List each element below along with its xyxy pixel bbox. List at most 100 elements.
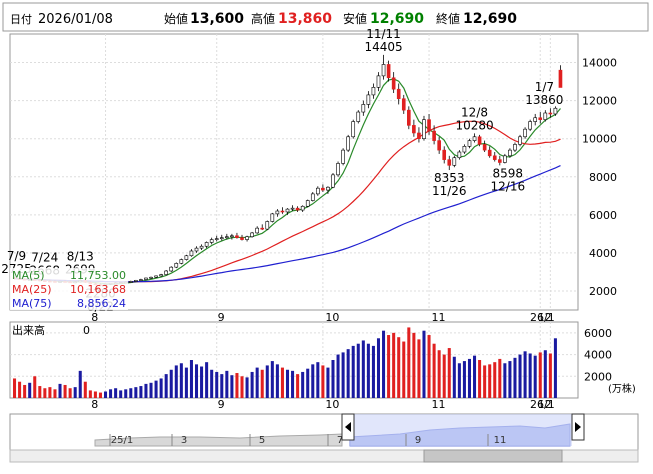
candle-body	[159, 274, 163, 277]
volume-bar	[503, 363, 507, 398]
candle-body	[164, 270, 168, 275]
volume-bar	[498, 358, 502, 398]
candle	[452, 155, 457, 168]
x-tick-label: 11	[431, 311, 445, 324]
volume-bar	[301, 371, 305, 398]
candle	[300, 205, 305, 212]
volume-bar	[93, 391, 97, 398]
candle-body	[219, 237, 224, 239]
candle	[245, 235, 249, 242]
price-tick-label: 14000	[582, 57, 617, 70]
candle	[144, 277, 148, 281]
candle	[482, 140, 487, 153]
ma75-value: 8,856.24	[77, 297, 126, 310]
volume-bar	[240, 376, 244, 398]
volume-bar	[457, 363, 461, 398]
volume-bar	[488, 364, 492, 398]
candle	[310, 191, 315, 202]
volume-bar	[109, 389, 113, 398]
candle	[396, 83, 401, 105]
navigator-tick-label: 5	[259, 435, 265, 446]
candle-body	[326, 186, 330, 191]
volume-bar	[245, 377, 249, 398]
navigator-window[interactable]	[350, 414, 572, 446]
candle	[533, 113, 538, 126]
candle-body	[447, 159, 452, 166]
candle-body	[174, 263, 179, 268]
candle-body	[336, 163, 340, 176]
volume-bar	[437, 350, 441, 398]
volume-bar	[38, 386, 42, 398]
low-value: 12,690	[370, 11, 424, 27]
candle	[503, 153, 507, 164]
ma25-label: MA(25)	[12, 283, 52, 296]
annotation-date: 7/24	[31, 250, 58, 264]
candle-body	[391, 77, 396, 90]
volume-bar	[331, 360, 335, 398]
candle-body	[209, 239, 214, 243]
price-tick-label: 12000	[582, 95, 617, 108]
volume-bar	[270, 361, 274, 398]
candle-body	[553, 107, 558, 115]
x-tick-label-lower: 10	[325, 398, 339, 411]
chevron-right-icon	[575, 422, 581, 432]
volume-bar	[452, 356, 456, 398]
candle-body	[482, 144, 487, 151]
x-tick-label-lower: 9	[218, 398, 225, 411]
candle	[477, 134, 482, 147]
candle-body	[427, 119, 431, 132]
volume-bar	[407, 327, 411, 398]
candle-body	[381, 64, 386, 77]
candle-body	[497, 159, 502, 163]
volume-bar	[533, 355, 537, 398]
price-tick-label: 10000	[582, 133, 617, 146]
candle	[336, 161, 340, 177]
candle	[230, 233, 234, 240]
candle	[159, 273, 163, 277]
candle-body	[422, 119, 426, 139]
volume-bar	[346, 349, 350, 398]
volume-bar	[144, 383, 148, 398]
candle	[331, 172, 335, 189]
candle	[184, 254, 189, 261]
candle	[538, 112, 543, 124]
candle-body	[194, 247, 199, 252]
volume-bar	[402, 341, 406, 398]
navigator-scroll-thumb[interactable]	[423, 449, 563, 463]
candle	[240, 234, 244, 241]
volume-bar	[13, 378, 17, 398]
candle	[179, 258, 184, 265]
annotation-date: 12/8	[461, 105, 488, 119]
volume-bar	[427, 335, 431, 398]
annotation-date: 7/9	[7, 249, 26, 263]
volume-bar	[149, 382, 153, 398]
volume-bar	[88, 390, 92, 398]
candle-body	[351, 121, 356, 138]
volume-bar	[538, 352, 542, 398]
price-grid	[10, 34, 578, 310]
candle-body	[346, 136, 350, 151]
candle	[169, 266, 174, 272]
volume-bar	[523, 351, 527, 398]
annotation-date: 11/11	[366, 27, 401, 41]
volume-bar	[200, 366, 204, 398]
candle-body	[310, 193, 315, 201]
candle-body	[250, 232, 254, 238]
annotation-value: 10280	[455, 118, 493, 132]
candle-body	[235, 235, 239, 238]
candle	[316, 186, 320, 196]
candle	[270, 212, 275, 223]
candle	[346, 134, 350, 153]
candle	[235, 232, 239, 239]
candle	[174, 262, 179, 269]
volume-bar	[139, 386, 143, 398]
candle-body	[225, 236, 229, 239]
volume-bar	[508, 361, 512, 398]
candle-body	[538, 117, 543, 120]
candle-body	[255, 227, 259, 234]
volume-bar	[467, 358, 471, 398]
candle-body	[533, 117, 538, 122]
volume-unit: (万株)	[608, 382, 636, 395]
volume-bar	[83, 381, 87, 398]
volume-bar	[473, 355, 477, 398]
